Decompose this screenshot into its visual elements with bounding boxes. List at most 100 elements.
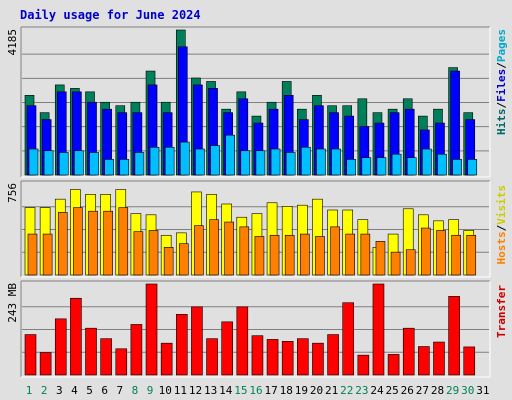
bar-pages-day-3 bbox=[58, 152, 69, 176]
bar-transfer-day-13 bbox=[206, 338, 218, 376]
bar-transfer-day-22 bbox=[342, 302, 355, 376]
bar-pages-day-27 bbox=[422, 148, 432, 176]
bar-transfer-day-19 bbox=[297, 338, 309, 376]
bar-pages-day-1 bbox=[28, 148, 39, 176]
x-tick-label-day-4: 4 bbox=[71, 384, 78, 397]
bar-pages-day-20 bbox=[316, 148, 326, 176]
bar-pages-day-12 bbox=[195, 148, 205, 176]
bar-pages-day-9 bbox=[149, 146, 160, 176]
bar-transfer-day-20 bbox=[312, 342, 324, 376]
bar-transfer-day-3 bbox=[54, 318, 67, 376]
bar-pages-day-15 bbox=[240, 150, 251, 176]
bar-pages-day-7 bbox=[119, 159, 130, 176]
y-max-label: 243 MB bbox=[6, 283, 19, 323]
bar-hosts-day-22 bbox=[345, 233, 356, 276]
x-tick-label-day-11: 11 bbox=[174, 384, 187, 397]
bar-transfer-day-7 bbox=[115, 348, 128, 376]
x-tick-label-day-3: 3 bbox=[56, 384, 63, 397]
bar-pages-day-18 bbox=[285, 152, 296, 176]
x-tick-label-day-7: 7 bbox=[117, 384, 124, 397]
bar-hosts-day-25 bbox=[390, 251, 401, 276]
bar-hosts-day-30 bbox=[466, 234, 477, 276]
bar-hosts-day-17 bbox=[269, 234, 280, 276]
legend-transfer: Transfer bbox=[495, 285, 508, 338]
bar-transfer-day-16 bbox=[251, 335, 264, 376]
bar-transfer-day-4 bbox=[70, 297, 82, 376]
bar-transfer-day-5 bbox=[85, 327, 97, 376]
x-tick-label-day-15: 15 bbox=[234, 384, 247, 397]
x-tick-label-day-23: 23 bbox=[355, 384, 368, 397]
bar-hosts-day-23 bbox=[360, 233, 371, 276]
bar-transfer-day-2 bbox=[39, 352, 52, 376]
x-tick-label-day-9: 9 bbox=[147, 384, 154, 397]
bar-pages-day-16 bbox=[255, 150, 266, 176]
x-tick-label-day-12: 12 bbox=[189, 384, 202, 397]
bar-transfer-day-9 bbox=[145, 283, 158, 376]
x-tick-label-day-6: 6 bbox=[101, 384, 108, 397]
bar-hosts-day-29 bbox=[451, 234, 461, 276]
legend-separator: / bbox=[495, 62, 508, 69]
bar-hosts-day-4 bbox=[73, 207, 83, 276]
x-tick-label-day-16: 16 bbox=[249, 384, 262, 397]
x-tick-label-day-17: 17 bbox=[265, 384, 278, 397]
bar-transfer-day-14 bbox=[221, 321, 233, 376]
x-tick-label-day-30: 30 bbox=[461, 384, 474, 397]
bar-hosts-day-20 bbox=[315, 236, 325, 276]
bar-hosts-day-18 bbox=[284, 234, 295, 276]
bar-hosts-day-14 bbox=[224, 221, 234, 276]
x-tick-label-day-31: 31 bbox=[476, 384, 489, 397]
bar-transfer-day-1 bbox=[24, 334, 37, 376]
bar-transfer-day-18 bbox=[281, 340, 294, 376]
bar-transfer-day-24 bbox=[372, 283, 385, 376]
bar-pages-day-24 bbox=[376, 157, 387, 176]
bar-transfer-day-30 bbox=[463, 346, 476, 376]
bar-pages-day-5 bbox=[89, 152, 99, 176]
bar-hosts-day-26 bbox=[405, 249, 416, 276]
bar-hosts-day-1 bbox=[27, 233, 38, 276]
bar-transfer-day-15 bbox=[236, 306, 249, 376]
bar-pages-day-21 bbox=[331, 148, 341, 176]
x-tick-label-day-18: 18 bbox=[280, 384, 293, 397]
bar-pages-day-10 bbox=[164, 146, 175, 176]
x-tick-label-day-22: 22 bbox=[340, 384, 353, 397]
x-tick-label-day-28: 28 bbox=[431, 384, 444, 397]
bar-transfer-day-6 bbox=[100, 338, 112, 376]
bar-hosts-day-9 bbox=[148, 230, 159, 276]
bar-transfer-day-25 bbox=[387, 354, 400, 376]
bar-transfer-day-27 bbox=[418, 346, 430, 376]
x-tick-label-day-2: 2 bbox=[41, 384, 48, 397]
legend-visits: Visits bbox=[495, 185, 508, 225]
legend-separator: / bbox=[495, 102, 508, 109]
bar-hosts-day-2 bbox=[42, 233, 53, 276]
bar-pages-day-8 bbox=[134, 152, 145, 176]
bar-hosts-day-15 bbox=[239, 226, 250, 276]
bar-hosts-day-11 bbox=[178, 243, 189, 276]
bar-pages-day-4 bbox=[74, 150, 84, 176]
bar-hosts-day-16 bbox=[254, 236, 265, 276]
bar-pages-day-13 bbox=[210, 145, 220, 176]
bar-hosts-day-5 bbox=[88, 210, 98, 276]
chart-title: Daily usage for June 2024 bbox=[20, 8, 201, 22]
x-tick-label-day-20: 20 bbox=[310, 384, 323, 397]
y-max-label: 4185 bbox=[6, 29, 19, 56]
x-tick-label-day-13: 13 bbox=[204, 384, 217, 397]
legend-hosts: Hosts bbox=[495, 231, 508, 264]
bar-transfer-day-8 bbox=[130, 324, 143, 376]
panel-hosts-visits: 756 Hosts/Visits bbox=[6, 180, 508, 278]
x-tick-label-day-26: 26 bbox=[401, 384, 414, 397]
bar-transfer-day-10 bbox=[160, 342, 173, 376]
bar-transfer-day-29 bbox=[448, 296, 460, 376]
bar-pages-day-6 bbox=[104, 159, 114, 176]
bar-transfer-day-21 bbox=[327, 334, 339, 376]
bar-hosts-day-10 bbox=[163, 247, 174, 276]
legend-hits: Hits bbox=[495, 109, 508, 136]
bar-hosts-day-12 bbox=[194, 225, 204, 276]
bar-pages-day-11 bbox=[179, 141, 190, 176]
bar-transfer-day-11 bbox=[175, 314, 188, 376]
bar-transfer-day-17 bbox=[266, 339, 279, 376]
legend-separator: / bbox=[495, 224, 508, 231]
x-tick-label-day-21: 21 bbox=[325, 384, 338, 397]
bar-pages-day-28 bbox=[437, 153, 447, 176]
bar-pages-day-2 bbox=[43, 150, 54, 176]
